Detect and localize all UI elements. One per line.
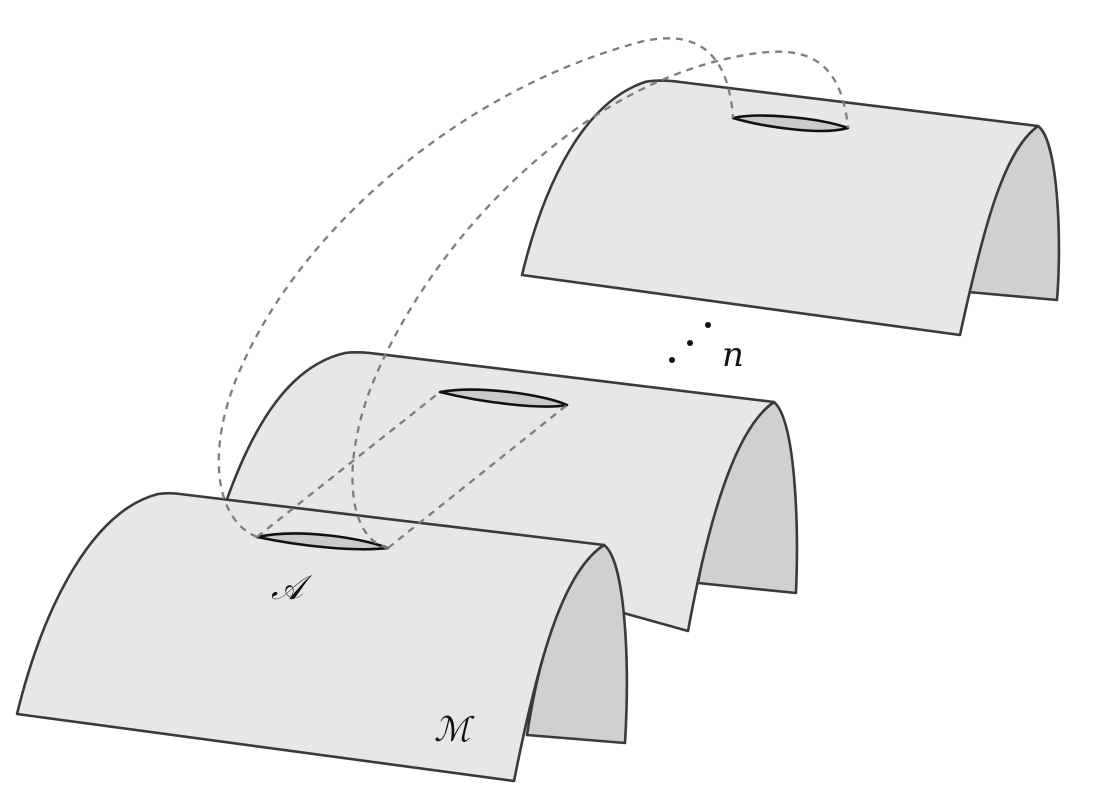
ellipsis-dot-2 [687, 340, 693, 346]
sheet-front [15, 491, 629, 783]
ellipsis-dot-1 [669, 357, 675, 363]
sheet-top-face [520, 79, 1040, 337]
cut-middle [438, 388, 569, 408]
replica-ellipsis [669, 322, 711, 363]
sheet-middle-face [224, 350, 776, 633]
sheet-top [520, 79, 1061, 337]
gluing-lines [217, 37, 850, 550]
manifold-label: ℳ [434, 710, 475, 750]
sheet-middle [224, 350, 799, 633]
replica-count-label: n [722, 335, 744, 375]
sheet-front-face [15, 491, 606, 783]
glue-front-to-top-inner [351, 50, 850, 550]
ellipsis-dot-3 [705, 322, 711, 328]
